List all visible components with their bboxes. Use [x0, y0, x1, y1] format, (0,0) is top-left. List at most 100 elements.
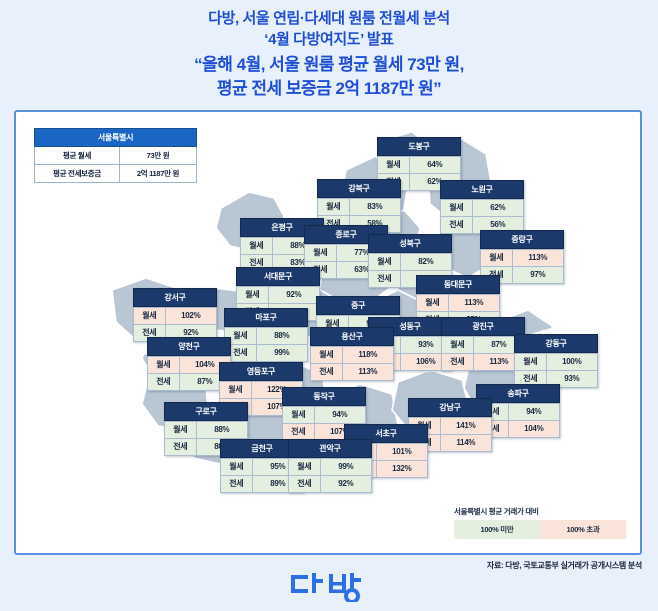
district-box: 양천구 월세 104% 전세 87% [147, 337, 232, 391]
district-box: 광진구 월세 87% 전세 113% [441, 317, 526, 371]
district-jeonse-value: 132% [375, 459, 429, 478]
district-jeonse-value: 104% [507, 419, 561, 438]
district-monthly-label: 월세 [219, 380, 252, 399]
seoul-summary-table: 서울특별시 평균 월세 73만 원 평균 전세보증금 2억 1187만 원 [34, 128, 197, 183]
title-line-2: ‘4월 다방여지도’ 발표 [264, 31, 394, 48]
district-name: 성북구 [368, 234, 452, 253]
district-box: 강서구 월세 102% 전세 92% [133, 288, 218, 342]
district-monthly-row: 월세 64% [377, 155, 462, 174]
district-monthly-value: 100% [545, 352, 599, 371]
district-jeonse-value: 93% [545, 369, 599, 388]
summary-header: 서울특별시 [34, 128, 197, 147]
district-name: 중랑구 [480, 230, 564, 249]
district-monthly-row: 월세 118% [310, 345, 395, 364]
district-monthly-label: 월세 [310, 345, 343, 364]
district-name: 강남구 [408, 398, 492, 417]
dabang-logo[interactable] [0, 572, 658, 607]
district-monthly-label: 월세 [240, 236, 273, 255]
district-monthly-label: 월세 [377, 155, 410, 174]
district-monthly-value: 94% [507, 402, 561, 421]
summary-value: 2억 1187만 원 [119, 164, 197, 183]
title-line-4: 평균 전세 보증금 2억 1187만 원” [216, 79, 442, 98]
district-name: 관악구 [288, 439, 372, 458]
summary-label: 평균 전세보증금 [34, 164, 120, 183]
district-monthly-value: 113% [447, 293, 501, 312]
district-jeonse-value: 87% [178, 372, 232, 391]
district-monthly-row: 월세 83% [317, 197, 402, 216]
district-jeonse-value: 106% [399, 352, 453, 371]
district-monthly-value: 104% [178, 355, 232, 374]
district-monthly-value: 113% [511, 248, 565, 267]
district-monthly-value: 101% [375, 442, 429, 461]
district-name: 강북구 [317, 179, 401, 198]
legend: 서울특별시 평균 거래가 대비 100% 미만 100% 초과 [454, 506, 626, 539]
district-box: 동작구 월세 94% 전세 107% [282, 387, 367, 441]
summary-row: 평균 월세 73만 원 [34, 146, 197, 165]
district-name: 도봉구 [377, 137, 461, 156]
district-monthly-value: 94% [313, 405, 367, 424]
district-monthly-row: 월세 99% [288, 457, 373, 476]
district-monthly-row: 월세 82% [368, 252, 453, 271]
district-jeonse-row: 전세 56% [440, 215, 525, 234]
district-monthly-row: 월세 62% [440, 198, 525, 217]
district-jeonse-row: 전세 113% [441, 352, 526, 371]
district-monthly-label: 월세 [304, 243, 337, 262]
district-name: 영등포구 [219, 362, 303, 381]
district-monthly-label: 월세 [288, 457, 321, 476]
district-monthly-value: 88% [195, 420, 249, 439]
district-monthly-row: 월세 100% [514, 352, 599, 371]
district-monthly-label: 월세 [514, 352, 547, 371]
district-name: 동대문구 [416, 275, 500, 294]
district-box: 관악구 월세 99% 전세 92% [288, 439, 373, 493]
district-name: 송파구 [476, 384, 560, 403]
district-monthly-label: 월세 [441, 335, 474, 354]
district-jeonse-label: 전세 [441, 352, 474, 371]
district-monthly-value: 92% [267, 285, 321, 304]
page-title: 다방, 서울 연립·다세대 원룸 전월세 분석 ‘4월 다방여지도’ 발표 “올… [0, 8, 658, 101]
district-monthly-label: 월세 [236, 285, 269, 304]
legend-under-100: 100% 미만 [454, 520, 540, 539]
district-jeonse-label: 전세 [220, 474, 253, 493]
district-name: 광진구 [441, 317, 525, 336]
district-monthly-value: 88% [255, 326, 309, 345]
district-monthly-label: 월세 [282, 405, 315, 424]
district-jeonse-value: 114% [439, 433, 493, 452]
district-name: 강서구 [133, 288, 217, 307]
district-jeonse-label: 전세 [282, 422, 315, 441]
district-monthly-row: 월세 88% [164, 420, 249, 439]
legend-over-100: 100% 초과 [540, 520, 626, 539]
district-monthly-value: 82% [399, 252, 453, 271]
district-jeonse-row: 전세 92% [288, 474, 373, 493]
district-monthly-value: 118% [341, 345, 395, 364]
district-jeonse-label: 전세 [147, 372, 180, 391]
title-line-1: 다방, 서울 연립·다세대 원룸 전월세 분석 [208, 10, 450, 27]
district-jeonse-value: 56% [471, 215, 525, 234]
district-name: 서대문구 [236, 267, 320, 286]
district-jeonse-value: 97% [511, 265, 565, 284]
district-monthly-row: 월세 102% [133, 306, 218, 325]
district-monthly-row: 월세 122% [219, 380, 304, 399]
district-name: 양천구 [147, 337, 231, 356]
source-note: 자료: 다방, 국토교통부 실거래가 공개시스템 분석 [486, 561, 642, 570]
district-monthly-row: 월세 113% [416, 293, 501, 312]
summary-row: 평균 전세보증금 2억 1187만 원 [34, 164, 197, 183]
district-monthly-label: 월세 [317, 197, 350, 216]
district-jeonse-value: 113% [341, 362, 395, 381]
district-monthly-row: 월세 88% [224, 326, 309, 345]
district-name: 구로구 [164, 402, 248, 421]
district-monthly-value: 64% [408, 155, 462, 174]
district-monthly-value: 102% [164, 306, 218, 325]
summary-label: 평균 월세 [34, 146, 120, 165]
district-monthly-row: 월세 94% [282, 405, 367, 424]
district-jeonse-value: 92% [319, 474, 373, 493]
district-name: 서초구 [344, 424, 428, 443]
district-jeonse-value: 62% [408, 172, 462, 191]
map-card: 서울특별시 평균 월세 73만 원 평균 전세보증금 2억 1187만 원 도봉… [14, 110, 642, 555]
district-monthly-value: 99% [319, 457, 373, 476]
district-monthly-row: 월세 92% [236, 285, 321, 304]
district-monthly-value: 83% [348, 197, 402, 216]
district-jeonse-label: 전세 [164, 437, 197, 456]
district-name: 노원구 [440, 180, 524, 199]
